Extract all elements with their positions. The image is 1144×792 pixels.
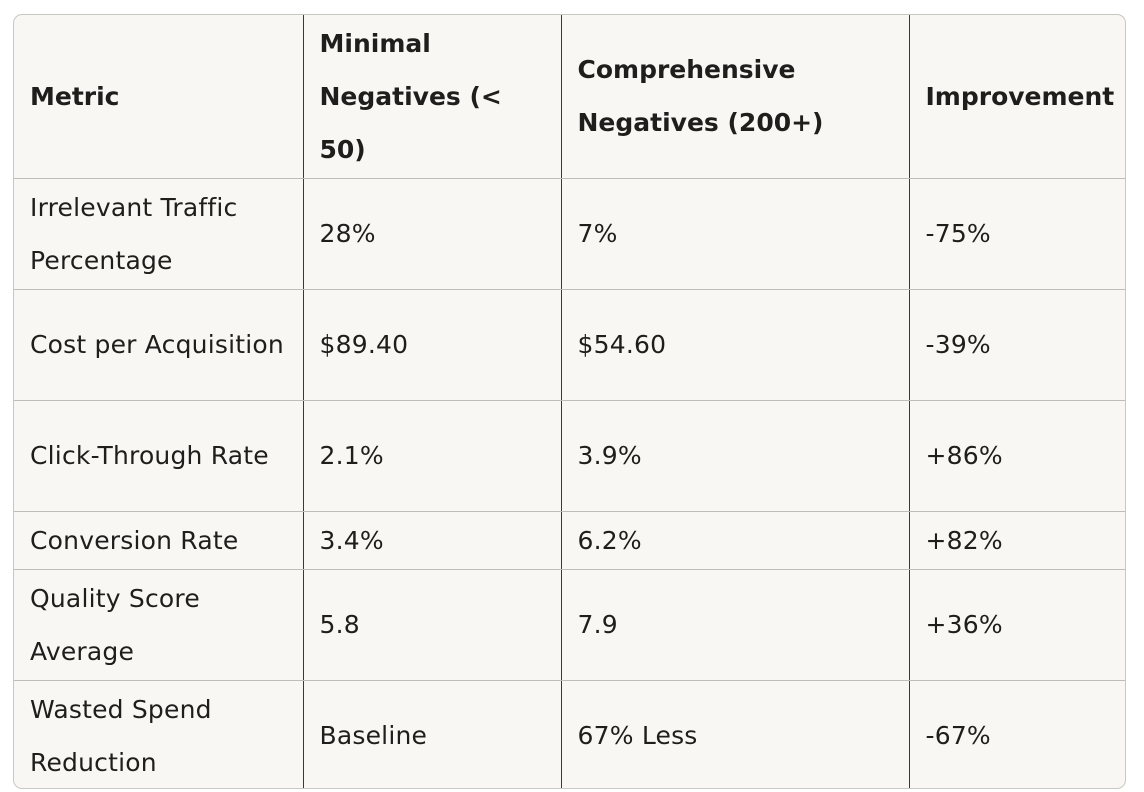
comparison-table-container: Metric Minimal Negatives (< 50) Comprehe… xyxy=(13,14,1126,789)
cell-comprehensive: 7.9 xyxy=(561,569,910,681)
cell-metric: Click-Through Rate xyxy=(14,400,304,512)
cell-comprehensive: 6.2% xyxy=(561,511,910,570)
table-row: Click-Through Rate 2.1% 3.9% +86% xyxy=(14,400,1125,512)
header-metric: Metric xyxy=(14,15,304,179)
cell-minimal: Baseline xyxy=(303,680,562,788)
table-row: Cost per Acquisition $89.40 $54.60 -39% xyxy=(14,289,1125,401)
cell-metric: Quality Score Average xyxy=(14,569,304,681)
header-minimal-negatives: Minimal Negatives (< 50) xyxy=(303,15,562,179)
cell-improvement: -75% xyxy=(909,178,1125,290)
header-row: Metric Minimal Negatives (< 50) Comprehe… xyxy=(14,15,1125,179)
cell-minimal: 2.1% xyxy=(303,400,562,512)
table-header: Metric Minimal Negatives (< 50) Comprehe… xyxy=(14,15,1125,179)
header-comprehensive-negatives: Comprehensive Negatives (200+) xyxy=(561,15,910,179)
cell-metric: Conversion Rate xyxy=(14,511,304,570)
cell-comprehensive: 67% Less xyxy=(561,680,910,788)
cell-improvement: +86% xyxy=(909,400,1125,512)
cell-improvement: +36% xyxy=(909,569,1125,681)
cell-comprehensive: 3.9% xyxy=(561,400,910,512)
cell-comprehensive: 7% xyxy=(561,178,910,290)
cell-minimal: $89.40 xyxy=(303,289,562,401)
table-row: Irrelevant Traffic Percentage 28% 7% -75… xyxy=(14,178,1125,290)
table-row: Wasted Spend Reduction Baseline 67% Less… xyxy=(14,680,1125,788)
table-body: Irrelevant Traffic Percentage 28% 7% -75… xyxy=(14,178,1125,788)
cell-metric: Wasted Spend Reduction xyxy=(14,680,304,788)
header-improvement: Improvement xyxy=(909,15,1125,179)
table-row: Conversion Rate 3.4% 6.2% +82% xyxy=(14,511,1125,570)
cell-improvement: -67% xyxy=(925,721,991,751)
cell-improvement: -39% xyxy=(909,289,1125,401)
table-row: Quality Score Average 5.8 7.9 +36% xyxy=(14,569,1125,681)
cell-comprehensive: $54.60 xyxy=(561,289,910,401)
cell-minimal: 5.8 xyxy=(303,569,562,681)
cell-metric: Cost per Acquisition xyxy=(14,289,304,401)
cell-minimal: 3.4% xyxy=(303,511,562,570)
cell-improvement: +82% xyxy=(909,511,1125,570)
comparison-table: Metric Minimal Negatives (< 50) Comprehe… xyxy=(14,15,1125,788)
cell-minimal: 28% xyxy=(303,178,562,290)
cell-metric: Irrelevant Traffic Percentage xyxy=(14,178,304,290)
